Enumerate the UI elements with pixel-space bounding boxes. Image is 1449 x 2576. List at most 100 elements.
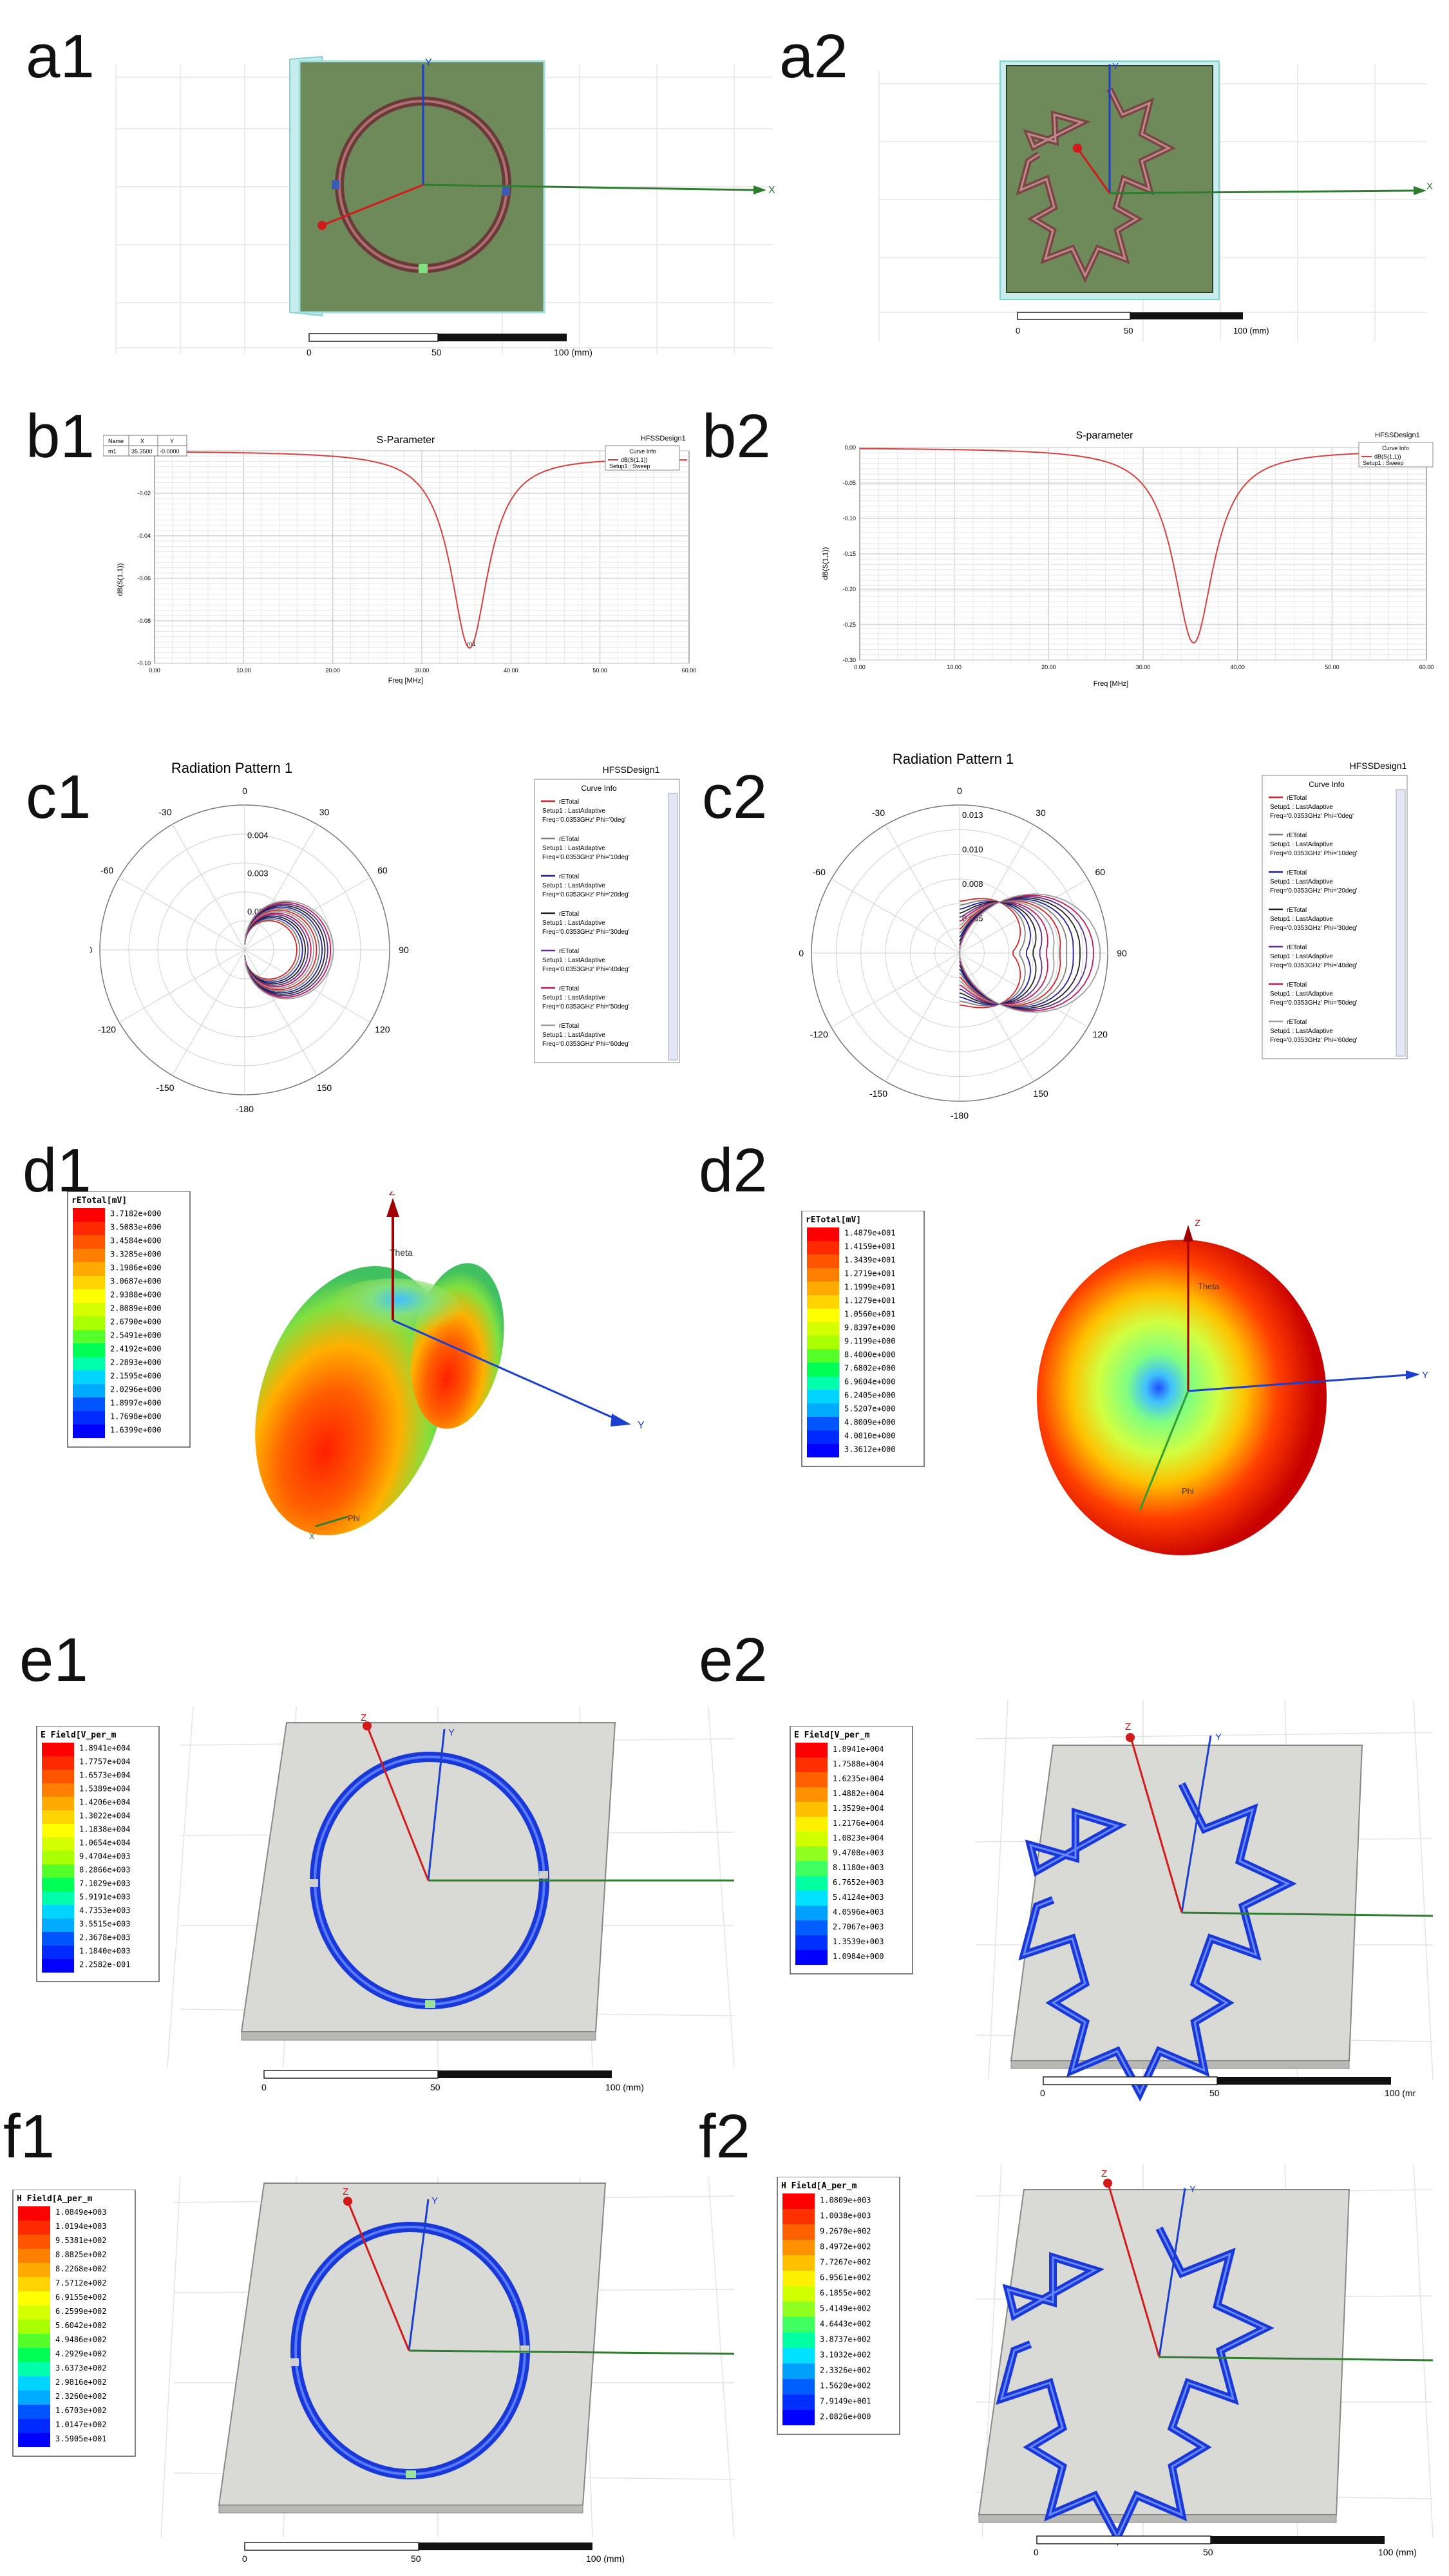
colorbar-value: 5.5207e+000 [844,1405,895,1414]
c1-pattern-curve [244,905,326,995]
c2-legend-name: rETotal [1287,981,1307,989]
c2-angle-label: -150 [869,1088,887,1099]
f1-port [406,2470,416,2478]
colorbar-swatch [42,1783,74,1797]
colorbar-value: 2.0296e+000 [110,1385,161,1394]
e1-z-label: Z [361,1712,366,1723]
colorbar-swatch [73,1235,105,1249]
colorbar-swatch [807,1403,839,1417]
a2-x-arrow [1414,186,1426,195]
colorbar-value: 4.0810e+000 [844,1432,895,1441]
colorbar-value: 2.2582e-001 [79,1960,130,1969]
colorbar-swatch [73,1330,105,1343]
b1-marker-m1[interactable]: m1 [467,641,476,648]
svg-text:HFSSDesign1: HFSSDesign1 [603,764,660,775]
colorbar-swatch [42,1756,74,1770]
colorbar-value: 1.2719e+001 [844,1269,895,1278]
colorbar-swatch [18,2334,50,2348]
b2-xtick: 0.00 [854,664,866,670]
a2-scalebar-black [1130,312,1243,319]
colorbar-swatch [42,1797,74,1810]
c2-pattern-curve [959,901,1048,1005]
f2-hfield-view: Y Z 0 50 100 (mm) [975,2164,1434,2557]
c1-pattern-curve [244,903,328,997]
f2-scalebar-black [1211,2536,1385,2544]
c1-legend-freq: Freq='0.0353GHz' Phi='40deg' [542,966,630,973]
c1-pattern-curves [244,900,334,999]
colorbar-title: rETotal[mV] [71,1196,127,1206]
c1-pattern-curve [244,902,332,998]
c2-angle-label: -60 [813,867,826,877]
colorbar-value: 1.0809e+003 [820,2195,871,2204]
e1-gap [539,1871,548,1879]
c2-pattern-curve [959,900,1055,1006]
e2-fractal-antenna [1018,1782,1297,2102]
colorbar-value: 1.8941e+004 [79,1744,130,1753]
d2-y-axis [1188,1374,1408,1392]
colorbar-value: 6.2599e+002 [55,2307,106,2316]
colorbar-swatch [807,1282,839,1295]
colorbar-swatch [42,1864,74,1878]
b1-xtick: 60.00 [682,667,697,674]
colorbar-swatch [73,1222,105,1235]
colorbar-swatch [73,1276,105,1289]
f2-y-label: Y [1189,2184,1196,2195]
panel-label-c2: c2 [702,762,768,831]
colorbar-value: 2.7067e+003 [833,1922,884,1931]
colorbar-swatch [795,1832,828,1846]
colorbar-swatch [18,2405,50,2419]
d2-theta-label: Theta [1198,1282,1220,1291]
e1-scalebar-black [438,2070,612,2078]
c1-pattern-curve [244,916,303,983]
a2-x-axis [1109,189,1414,194]
c2-angle-label: -120 [810,1029,828,1039]
a1-scale-0: 0 [307,347,312,357]
colorbar-swatch [73,1425,105,1438]
colorbar-title: H Field[A_per_m [781,2181,857,2191]
colorbar-value: 3.3285e+000 [110,1250,161,1259]
f2-scalebar-white [1036,2535,1211,2544]
colorbar-swatch [73,1316,105,1330]
colorbar-value: 1.0038e+003 [820,2211,871,2220]
c1-angle-label: -150 [156,1083,174,1093]
d2-lobe [1037,1240,1327,1555]
colorbar-swatch [795,1920,828,1935]
c2-angle-label: 30 [1036,808,1046,818]
f1-y-axis [408,2199,430,2351]
c1-legend-freq: Freq='0.0353GHz' Phi='0deg' [542,817,626,824]
colorbar-value: 1.3539e+003 [833,1937,884,1946]
colorbar-swatch [807,1376,839,1390]
c2-angle-label: -30 [872,808,885,818]
c1-legend-name: rETotal [559,836,579,843]
c1-angle-label: -180 [236,1104,254,1114]
colorbar-value: 1.5389e+004 [79,1785,130,1794]
c2-title: Radiation Pattern 1 [893,751,1014,767]
c2-legend-setup: Setup1 : LastAdaptive [1270,841,1333,848]
colorbar-value: 3.5083e+000 [110,1223,161,1232]
colorbar-swatch [18,2320,50,2334]
colorbar-value: 3.7182e+000 [110,1209,161,1218]
colorbar-value: 9.5381e+002 [55,2236,106,2245]
d1-z-arrow [386,1198,399,1217]
svg-text:Curve Info: Curve Info [1309,780,1345,789]
b2-legend: Curve Info dB(S(1,1)) Setup1 : Sweep [1358,442,1434,468]
colorbar-swatch [807,1349,839,1363]
c2-legend-freq: Freq='0.0353GHz' Phi='40deg' [1270,962,1358,969]
colorbar-value: 7.9149e+001 [820,2396,871,2405]
colorbar-swatch [782,2255,815,2271]
svg-text:HFSSDesign1: HFSSDesign1 [1350,761,1407,771]
colorbar-swatch [795,1772,828,1787]
a1-scalebar-black [438,334,567,341]
colorbar-swatch [782,2209,815,2224]
c1-legend-setup: Setup1 : LastAdaptive [542,845,605,852]
colorbar-swatch [18,2221,50,2235]
colorbar-swatch [782,2394,815,2410]
colorbar-swatch [807,1295,839,1309]
a1-port [419,264,428,273]
d2-phi-label: Phi [1182,1486,1194,1496]
e2-scale-0: 0 [1040,2088,1045,2098]
colorbar-swatch [18,2306,50,2320]
b2-ytick: -0.10 [842,515,856,522]
c1-angle-label: 150 [317,1083,332,1093]
colorbar-value: 1.4206e+004 [79,1798,130,1807]
